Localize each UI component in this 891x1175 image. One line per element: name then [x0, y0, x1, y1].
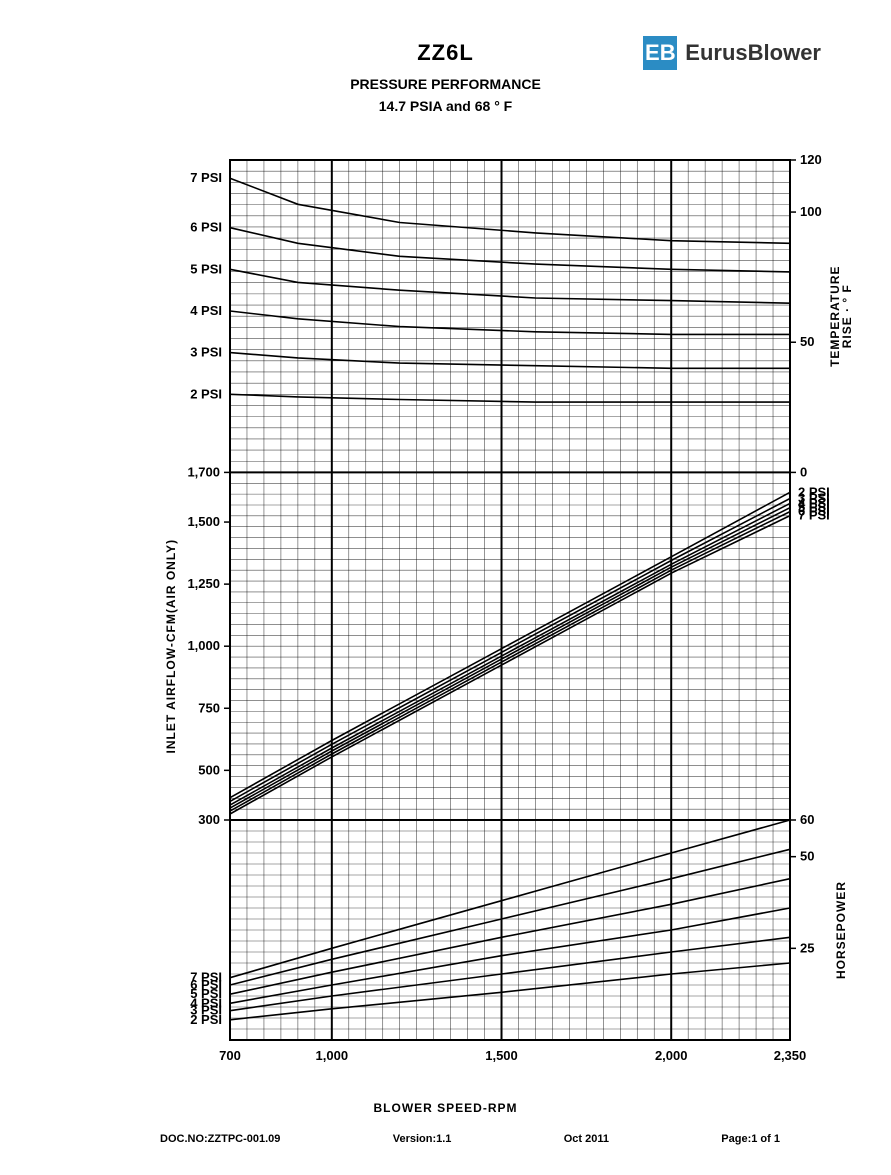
svg-text:2 PSI: 2 PSI [190, 1012, 222, 1027]
brand-logo-icon: EB [643, 36, 677, 70]
svg-text:1,500: 1,500 [187, 514, 220, 529]
svg-text:50: 50 [800, 334, 814, 349]
svg-text:1,700: 1,700 [187, 464, 220, 479]
svg-text:TEMPERATURERISE · ° F: TEMPERATURERISE · ° F [828, 265, 854, 366]
svg-text:50: 50 [800, 849, 814, 864]
doc-date: Oct 2011 [564, 1133, 609, 1145]
svg-text:120: 120 [800, 152, 822, 167]
x-axis-title: BLOWER SPEED-RPM [0, 1101, 891, 1115]
subtitle: PRESSURE PERFORMANCE [0, 76, 891, 92]
performance-chart: 700 1,000 1,500 2,000 2,350 0 50 100 120 TEMPERAT… [160, 150, 860, 1075]
svg-text:300: 300 [198, 812, 220, 827]
svg-text:7 PSI: 7 PSI [798, 508, 830, 523]
svg-text:3 PSI: 3 PSI [190, 345, 222, 360]
svg-text:HORSEPOWER: HORSEPOWER [834, 881, 848, 979]
brand-name: EurusBlower [685, 40, 821, 66]
svg-text:5 PSI: 5 PSI [190, 261, 222, 276]
svg-text:500: 500 [198, 762, 220, 777]
svg-text:2,000: 2,000 [655, 1048, 688, 1063]
svg-text:2 PSI: 2 PSI [190, 386, 222, 401]
svg-text:700: 700 [219, 1048, 241, 1063]
svg-text:6 PSI: 6 PSI [190, 220, 222, 235]
svg-text:4 PSI: 4 PSI [190, 303, 222, 318]
svg-text:0: 0 [800, 464, 807, 479]
svg-text:1,000: 1,000 [316, 1048, 349, 1063]
conditions: 14.7 PSIA and 68 ° F [0, 98, 891, 114]
svg-text:2,350: 2,350 [774, 1048, 807, 1063]
svg-text:100: 100 [800, 204, 822, 219]
svg-text:25: 25 [800, 940, 814, 955]
page: ZZ6L PRESSURE PERFORMANCE 14.7 PSIA and … [0, 0, 891, 1175]
svg-text:750: 750 [198, 700, 220, 715]
doc-version: Version:1.1 [393, 1133, 452, 1145]
doc-page: Page:1 of 1 [721, 1133, 780, 1145]
svg-text:1,000: 1,000 [187, 638, 220, 653]
footer: DOC.NO:ZZTPC-001.09 Version:1.1 Oct 2011… [160, 1133, 780, 1145]
svg-text:1,500: 1,500 [485, 1048, 518, 1063]
svg-text:7 PSI: 7 PSI [190, 170, 222, 185]
doc-number: DOC.NO:ZZTPC-001.09 [160, 1133, 280, 1145]
svg-text:1,250: 1,250 [187, 576, 220, 591]
brand: EB EurusBlower [643, 36, 821, 70]
svg-text:60: 60 [800, 812, 814, 827]
svg-text:INLET AIRFLOW-CFM(AIR ONLY): INLET AIRFLOW-CFM(AIR ONLY) [164, 539, 178, 754]
